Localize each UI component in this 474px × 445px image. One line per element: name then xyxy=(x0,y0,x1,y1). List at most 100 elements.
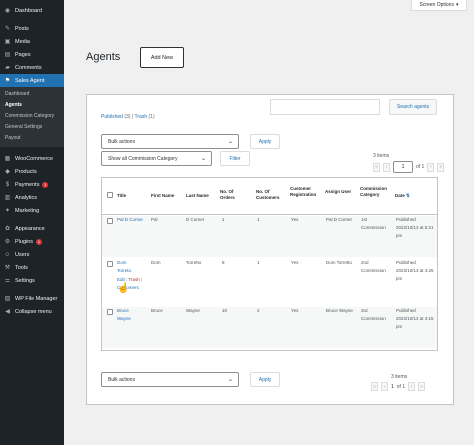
sidebar-item-label: Products xyxy=(15,168,37,175)
row-checkbox[interactable] xyxy=(107,309,113,315)
agent-title-link[interactable]: Pal D Corner xyxy=(117,217,144,222)
first-page-icon[interactable]: « xyxy=(371,382,378,391)
sidebar-item-analytics[interactable]: ▥ Analytics xyxy=(0,191,64,204)
commission-category-select[interactable]: Show all Commission Category ⌄ xyxy=(101,151,212,166)
sidebar-item-label: WooCommerce xyxy=(15,155,54,162)
bulk-actions-select-bottom[interactable]: Bulk actions ⌄ xyxy=(101,372,239,387)
col-commission-category[interactable]: Commission Category xyxy=(360,186,388,197)
orders-cell: 1 xyxy=(222,217,225,222)
apply-button-top[interactable]: Apply xyxy=(250,134,280,149)
filter-button[interactable]: Filter xyxy=(220,151,250,166)
sidebar-item-label: Appearance xyxy=(15,225,45,232)
sidebar-item-label: Collapse menu xyxy=(15,308,52,315)
sidebar-item-collapse[interactable]: ◀ Collapse menu xyxy=(0,305,64,318)
date-cell: Published 2023/10/13 at 5:21 pm xyxy=(396,217,434,238)
agent-title-link[interactable]: Bruce Wayne xyxy=(117,308,131,321)
col-last-name[interactable]: Last Name xyxy=(186,193,209,198)
prev-page-icon[interactable]: ‹ xyxy=(381,382,388,391)
edit-link[interactable]: Edit xyxy=(117,277,125,282)
sidebar-item-label: Pages xyxy=(15,51,31,58)
submenu-payout[interactable]: Payout xyxy=(5,135,21,141)
items-count-bottom: 3 items xyxy=(391,374,408,380)
sidebar-item-products[interactable]: ◆ Products xyxy=(0,165,64,178)
sidebar-item-appearance[interactable]: ✿ Appearance xyxy=(0,222,64,235)
next-page-icon[interactable]: › xyxy=(427,162,435,172)
sidebar-item-users[interactable]: ☺ Users xyxy=(0,248,64,261)
sidebar-item-label: Plugins xyxy=(15,238,34,245)
add-new-button[interactable]: Add New xyxy=(140,47,184,68)
col-customers[interactable]: No. Of Customers xyxy=(256,189,280,200)
sidebar-item-sales-agent[interactable]: ⚑ Sales Agent xyxy=(0,74,64,87)
sidebar-item-label: Settings xyxy=(15,277,35,284)
prev-page-icon[interactable]: ‹ xyxy=(383,162,390,172)
bulk-actions-select-top[interactable]: Bulk actions ⌄ xyxy=(101,134,239,149)
search-input[interactable] xyxy=(270,99,380,115)
sidebar-item-settings[interactable]: ⚌ Settings xyxy=(0,274,64,287)
trash-count: (1) xyxy=(148,114,155,120)
select-all-checkbox[interactable] xyxy=(107,192,113,198)
pages-icon: ▤ xyxy=(4,52,11,58)
next-page-icon[interactable]: › xyxy=(408,382,416,391)
published-link[interactable]: Published (3) xyxy=(101,114,130,120)
submenu-agents[interactable]: Agents xyxy=(5,102,22,108)
sidebar-item-woocommerce[interactable]: ▦ WooCommerce xyxy=(0,152,64,165)
last-name-cell: Torretto xyxy=(186,260,202,265)
table-row: Dom Torreto Edit | Trash | Customers Dom… xyxy=(102,259,437,305)
orders-cell: 10 xyxy=(222,308,228,313)
registration-cell: Yes xyxy=(291,308,299,313)
page-title: Agents xyxy=(86,51,121,63)
tools-icon: ⚒ xyxy=(4,265,11,271)
payments-badge: 1 xyxy=(42,181,49,188)
first-page-icon[interactable]: « xyxy=(373,162,380,172)
last-page-icon[interactable]: » xyxy=(418,382,426,391)
row-checkbox[interactable] xyxy=(107,261,113,267)
submenu-general-settings[interactable]: General Settings xyxy=(5,124,43,130)
commission-category-value: Show all Commission Category xyxy=(108,155,178,162)
apply-button-bottom[interactable]: Apply xyxy=(250,372,280,387)
col-orders[interactable]: No. Of Orders xyxy=(220,189,235,200)
sidebar-item-label: WP File Manager xyxy=(15,295,58,302)
appearance-icon: ✿ xyxy=(4,226,11,232)
first-name-cell: Dom xyxy=(151,260,161,265)
col-date[interactable]: Date ⇅ xyxy=(395,193,410,199)
first-name-cell: Pal xyxy=(151,217,158,222)
sidebar-item-posts[interactable]: ✎ Posts xyxy=(0,22,64,35)
trash-link[interactable]: Trash (1) xyxy=(135,114,155,120)
search-agents-button[interactable]: Search agents xyxy=(389,99,437,115)
sidebar-item-payments[interactable]: $ Payments 1 xyxy=(0,178,64,191)
sidebar-item-marketing[interactable]: ✦ Marketing xyxy=(0,204,64,217)
agent-title-link[interactable]: Dom Torreto xyxy=(117,260,132,273)
plugins-badge: 1 xyxy=(36,238,43,245)
sidebar-item-comments[interactable]: ▰ Comments xyxy=(0,61,64,74)
sidebar-item-media[interactable]: ▣ Media xyxy=(0,35,64,48)
submenu-commission-category[interactable]: Commission Category xyxy=(5,113,55,119)
status-filter-links: Published (3) | Trash (1) xyxy=(101,114,155,120)
row-checkbox[interactable] xyxy=(107,218,113,224)
current-page-input[interactable]: 1 xyxy=(393,161,413,173)
last-page-icon[interactable]: » xyxy=(437,162,445,172)
collapse-icon: ◀ xyxy=(5,309,10,315)
sort-icon: ⇅ xyxy=(406,193,410,198)
col-registration[interactable]: Customer Registration xyxy=(290,186,317,197)
trash-link[interactable]: Trash xyxy=(128,277,140,282)
sidebar-item-dashboard[interactable]: ◉ Dashboard xyxy=(0,4,64,17)
sidebar-item-tools[interactable]: ⚒ Tools xyxy=(0,261,64,274)
screen-options-button[interactable]: Screen Options ▾ xyxy=(411,0,467,11)
date-cell: Published 2023/10/13 at 4:25 pm xyxy=(396,260,434,281)
last-name-cell: Wayne xyxy=(186,308,200,313)
sidebar-item-plugins[interactable]: ⚙ Plugins 1 xyxy=(0,235,64,248)
col-first-name[interactable]: First Name xyxy=(151,193,175,198)
customers-link[interactable]: Customers xyxy=(117,285,139,290)
admin-sidebar: ◉ Dashboard ✎ Posts ▣ Media ▤ Pages ▰ Comment… xyxy=(0,0,64,445)
date-header-label: Date xyxy=(395,193,405,198)
customers-cell: 2 xyxy=(257,308,260,313)
comments-icon: ▰ xyxy=(5,65,10,71)
marketing-icon: ✦ xyxy=(4,208,11,214)
col-title[interactable]: Title xyxy=(117,193,127,198)
submenu-dashboard[interactable]: Dashboard xyxy=(5,91,30,97)
sidebar-item-pages[interactable]: ▤ Pages xyxy=(0,48,64,61)
sidebar-item-label: Comments xyxy=(15,64,42,71)
col-assign-user[interactable]: Assign User xyxy=(325,189,352,194)
settings-icon: ⚌ xyxy=(4,278,11,284)
sidebar-item-wp-file-manager[interactable]: ▨ WP File Manager xyxy=(0,292,64,305)
